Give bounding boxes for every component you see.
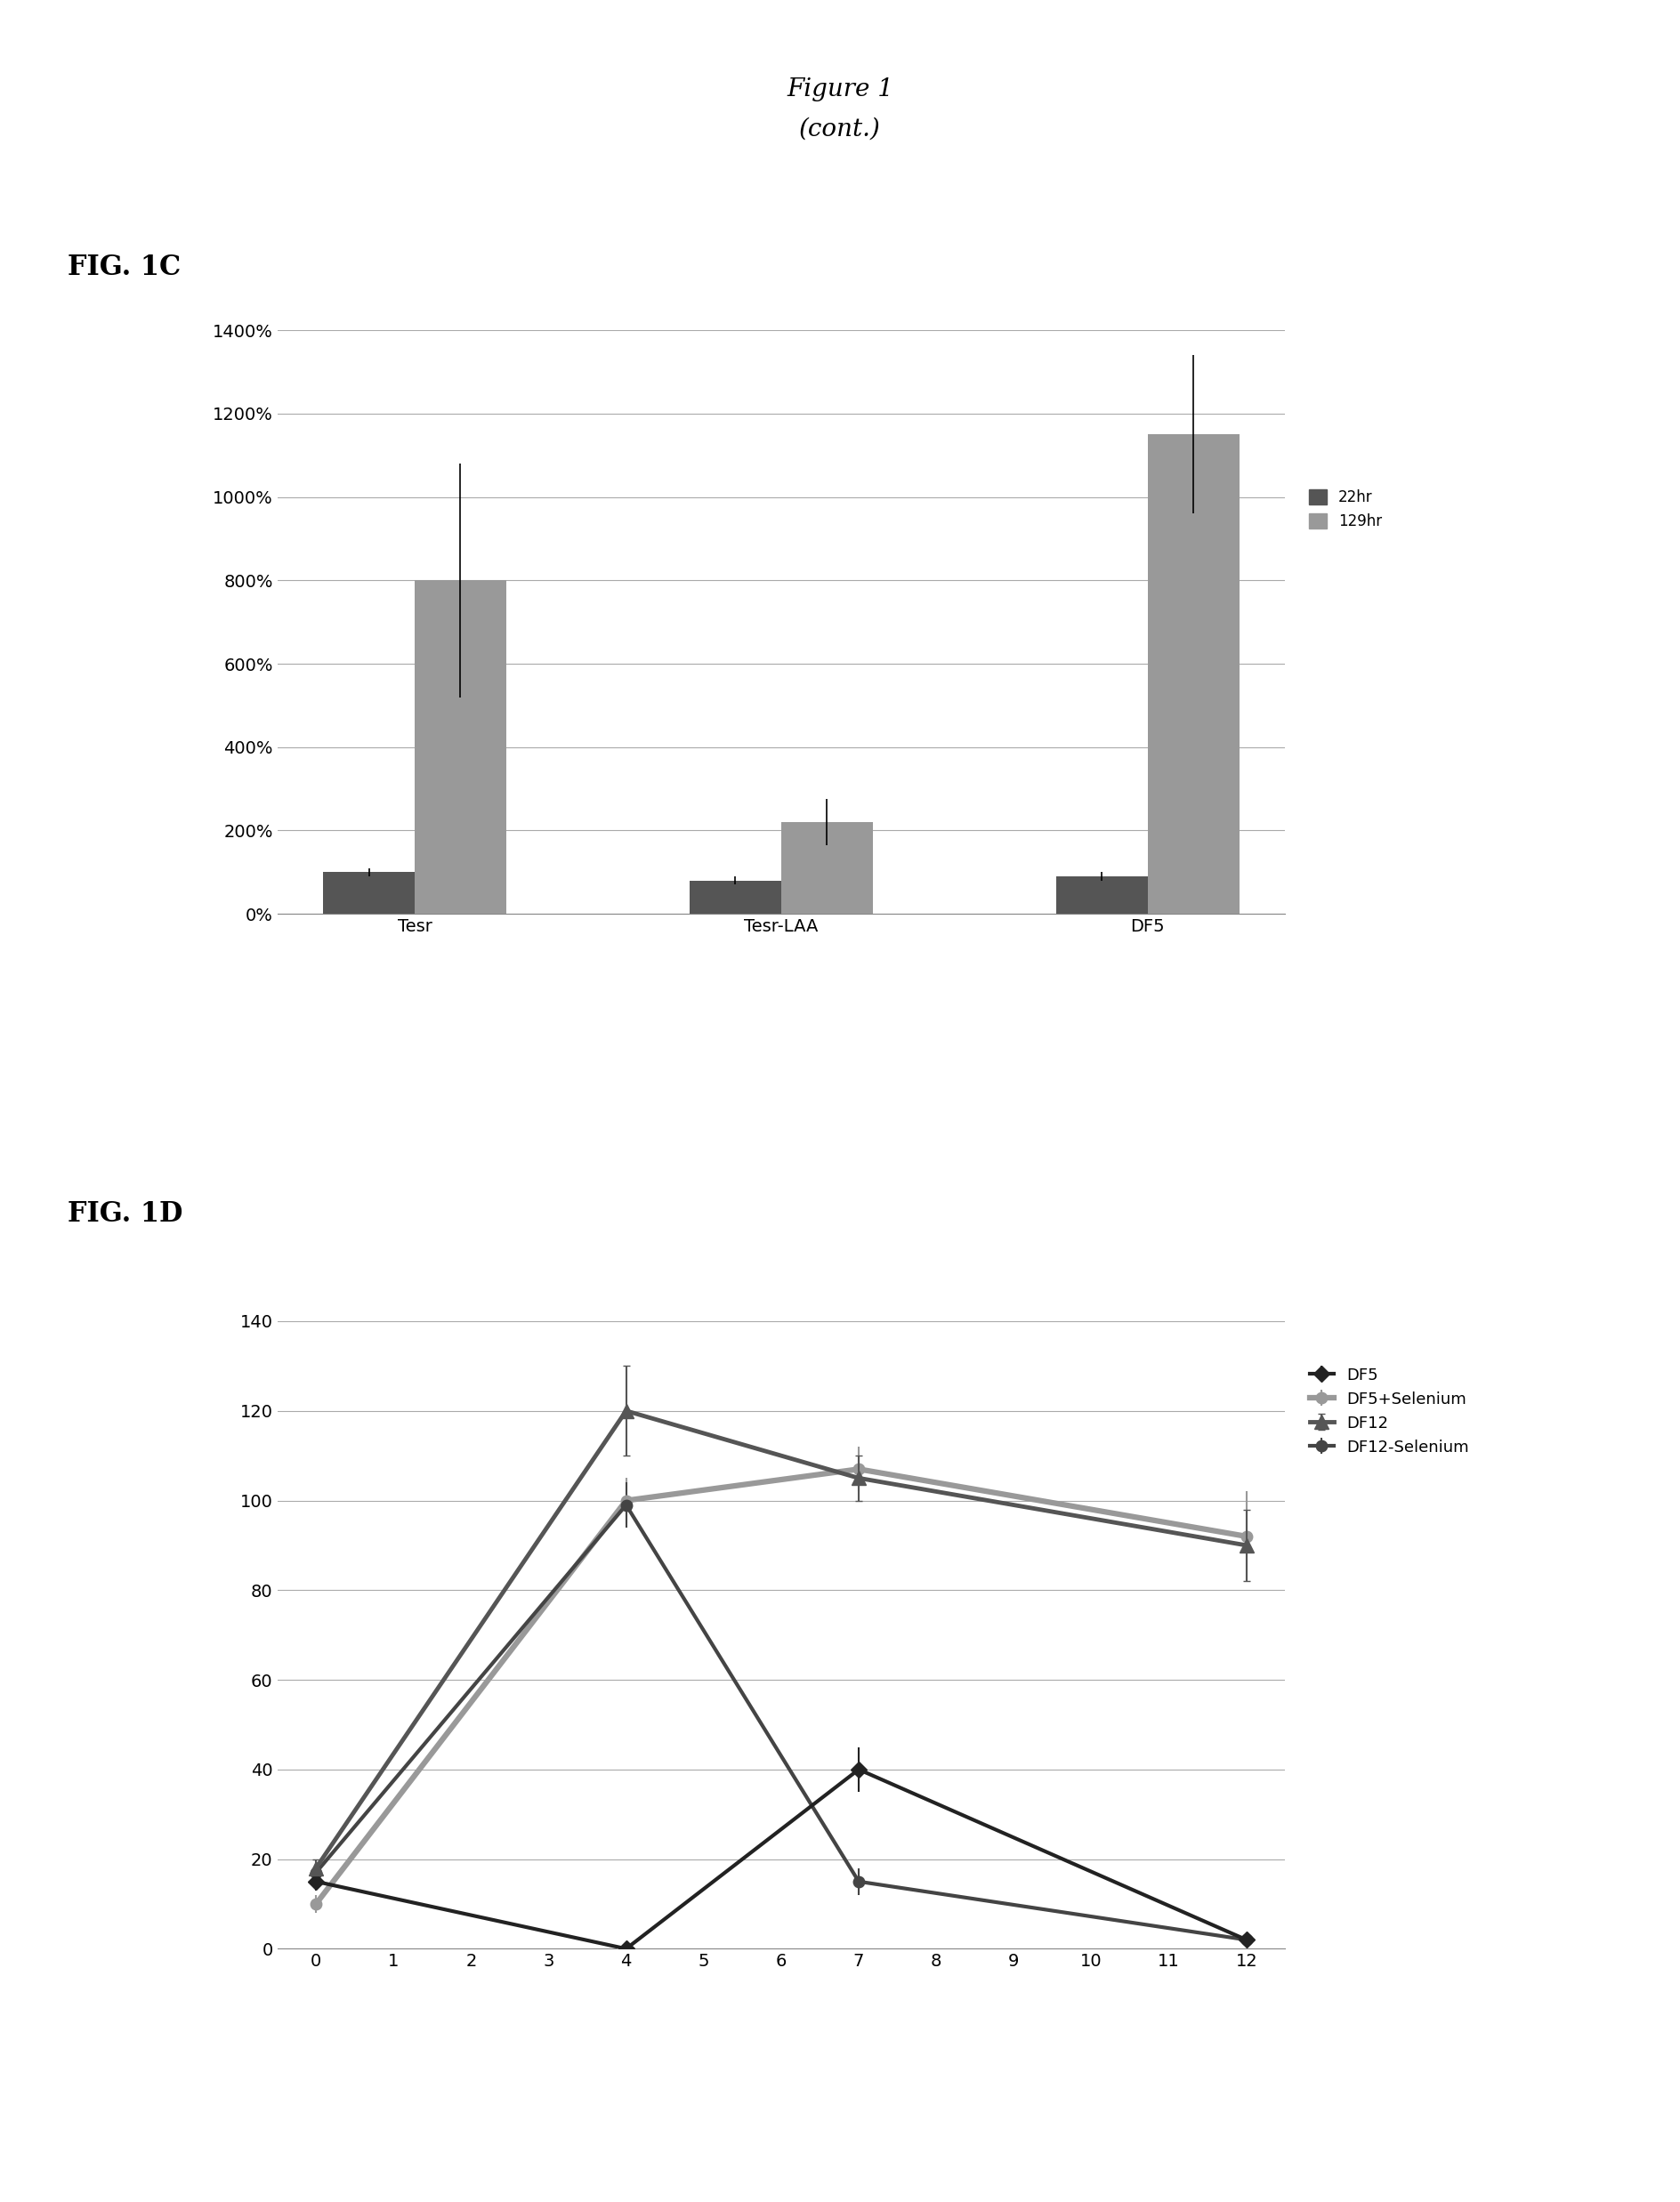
Bar: [689, 881, 781, 914]
Legend: DF5, DF5+Selenium, DF12, DF12-Selenium: DF5, DF5+Selenium, DF12, DF12-Selenium: [1304, 1361, 1475, 1462]
Text: Figure 1: Figure 1: [786, 77, 894, 101]
Text: FIG. 1C: FIG. 1C: [67, 253, 180, 282]
Bar: [1057, 876, 1147, 914]
Text: FIG. 1D: FIG. 1D: [67, 1200, 183, 1229]
Bar: [1147, 434, 1240, 914]
Text: (cont.): (cont.): [800, 117, 880, 141]
Legend: 22hr, 129hr: 22hr, 129hr: [1302, 484, 1388, 535]
Bar: [323, 872, 415, 914]
Bar: [781, 821, 874, 914]
Bar: [415, 581, 506, 914]
